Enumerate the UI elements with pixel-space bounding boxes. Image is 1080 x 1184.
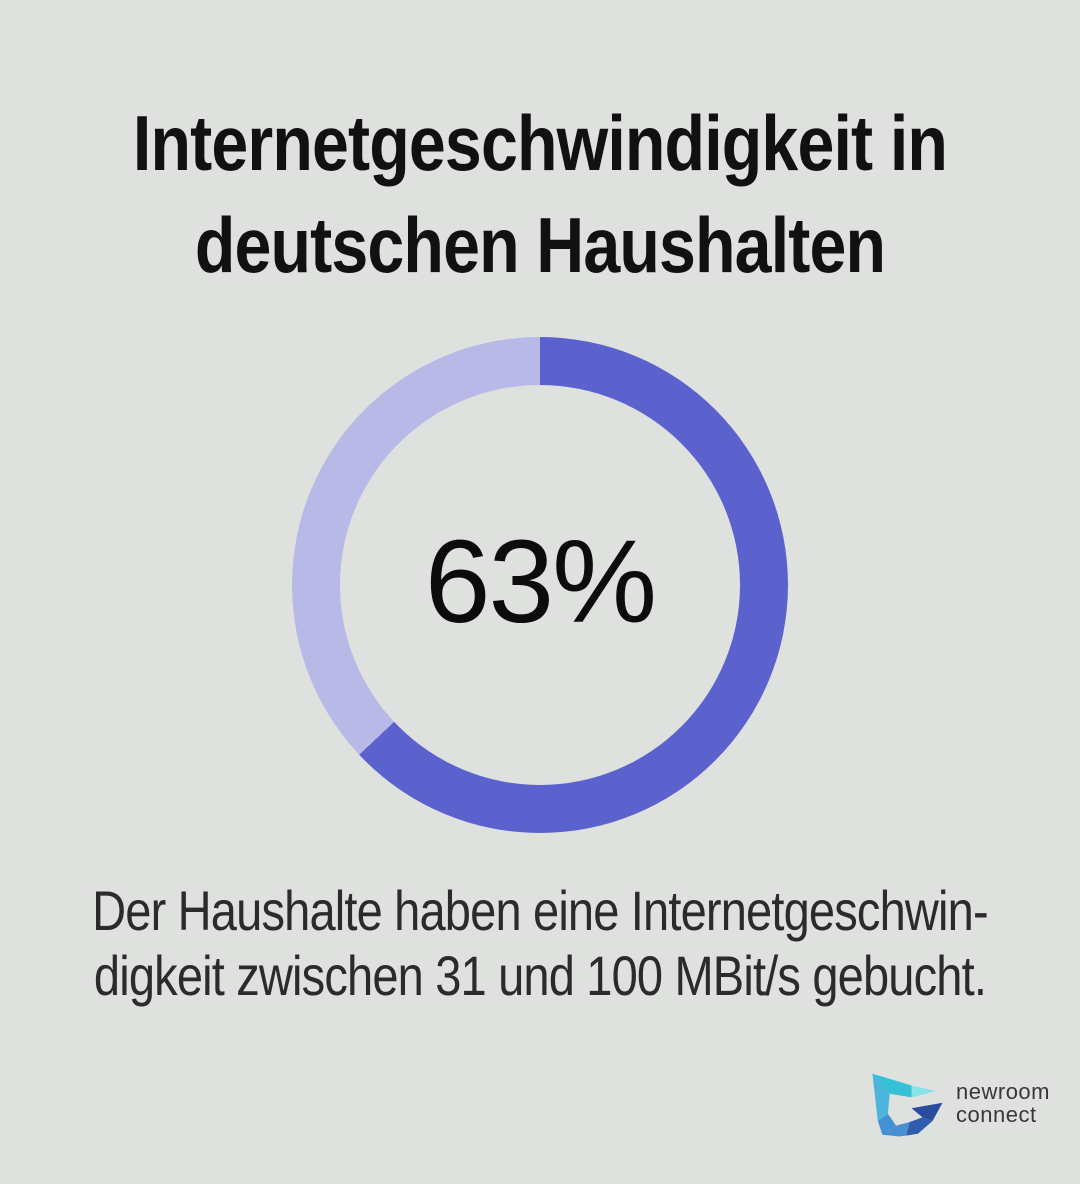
logo-text-line1: newroom <box>956 1079 1050 1104</box>
caption-line1: Der Haushalte haben eine Internetgeschwi… <box>92 879 988 942</box>
donut-chart: 63% <box>292 337 788 833</box>
caption: Der Haushalte haben eine Internetgeschwi… <box>0 878 1080 1008</box>
caption-line2: digkeit zwischen 31 und 100 MBit/s gebuc… <box>93 944 987 1007</box>
newroom-connect-logo-icon <box>872 1073 943 1137</box>
page-title-line1: Internetgeschwindigkeit in <box>132 99 948 187</box>
donut-center-value: 63% <box>424 516 657 648</box>
logo-text-line2: connect <box>956 1102 1037 1127</box>
donut-hole <box>340 385 740 785</box>
page-title: Internetgeschwindigkeit in deutschen Hau… <box>0 92 1080 296</box>
newroom-connect-logo-text: newroom connect <box>956 1080 1050 1126</box>
newroom-connect-logo: newroom connect <box>866 1062 1050 1150</box>
page-title-line2: deutschen Haushalten <box>194 201 886 289</box>
